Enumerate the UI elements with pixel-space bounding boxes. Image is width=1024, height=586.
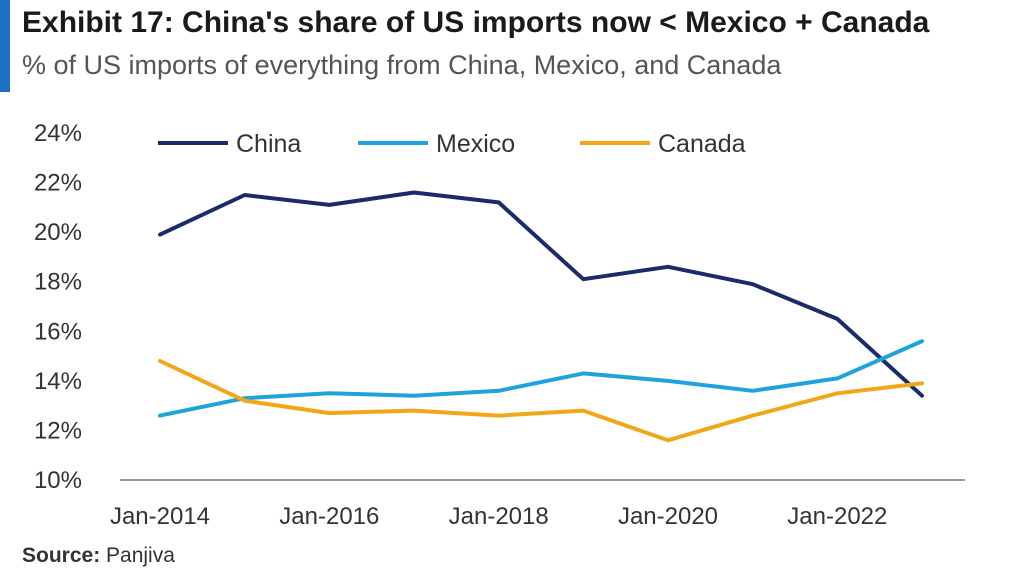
- accent-bar: [0, 0, 10, 92]
- x-tick-label: Jan-2022: [787, 503, 887, 530]
- legend-label-canada: Canada: [658, 130, 746, 158]
- y-tick-label: 12%: [34, 417, 82, 444]
- x-tick-label: Jan-2014: [110, 503, 210, 530]
- chart-subtitle: % of US imports of everything from China…: [22, 50, 782, 80]
- legend-label-china: China: [236, 130, 301, 158]
- y-tick-label: 24%: [34, 120, 82, 147]
- series-line-canada: [158, 359, 924, 443]
- x-tick-label: Jan-2020: [618, 503, 718, 530]
- y-tick-label: 22%: [34, 170, 82, 197]
- y-tick-label: 16%: [34, 318, 82, 345]
- series-line-china: [158, 190, 924, 398]
- y-tick-label: 14%: [34, 368, 82, 395]
- y-tick-label: 20%: [34, 219, 82, 246]
- series-line-mexico: [158, 339, 924, 418]
- source-note: Source: Panjiva: [22, 544, 175, 568]
- y-tick-label: 10%: [34, 467, 82, 494]
- legend-label-mexico: Mexico: [436, 130, 515, 158]
- source-label: Source:: [22, 544, 101, 567]
- chart-title: Exhibit 17: China's share of US imports …: [22, 6, 930, 39]
- y-tick-label: 18%: [34, 269, 82, 296]
- source-value: Panjiva: [100, 544, 175, 567]
- x-tick-label: Jan-2018: [449, 503, 549, 530]
- x-tick-label: Jan-2016: [279, 503, 379, 530]
